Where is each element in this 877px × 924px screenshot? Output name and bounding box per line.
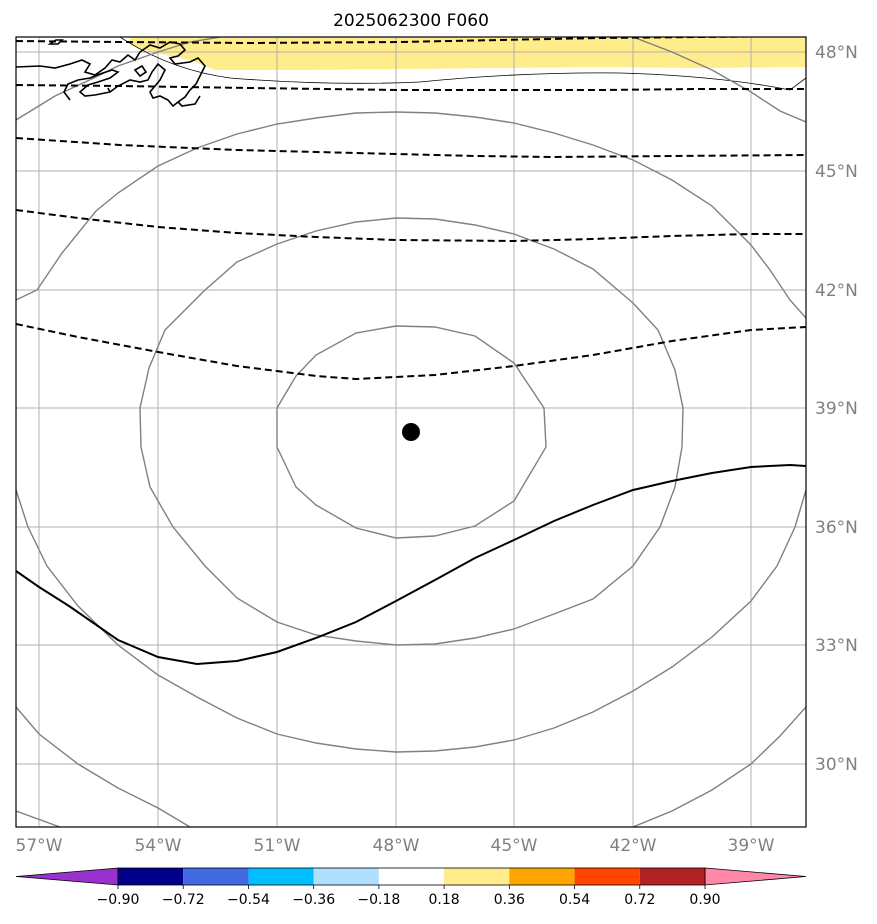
colorbar-frame bbox=[117, 867, 706, 886]
lon-label-54w: 54°W bbox=[135, 836, 182, 856]
colorbar-tick-label: −0.54 bbox=[227, 892, 270, 908]
positive-shade-region bbox=[130, 37, 806, 70]
lon-label-48w: 48°W bbox=[373, 836, 420, 856]
colorbar-tick-label: 0.36 bbox=[494, 892, 525, 908]
lon-label-42w: 42°W bbox=[610, 836, 657, 856]
colorbar-segment bbox=[183, 868, 249, 885]
lat-label-36n: 36°N bbox=[815, 518, 858, 538]
map-area bbox=[16, 37, 806, 827]
contour-ring-3c bbox=[16, 111, 397, 301]
colorbar-tick-label: −0.90 bbox=[97, 892, 140, 908]
colorbar-extend-high bbox=[704, 867, 807, 886]
colorbar-extend-low bbox=[15, 867, 119, 886]
contour-ring-2 bbox=[139, 217, 684, 646]
coastline bbox=[16, 39, 206, 108]
dashed-contour-4 bbox=[16, 209, 806, 243]
dashed-contour-1 bbox=[16, 37, 806, 45]
dashed-contour-3 bbox=[16, 137, 806, 159]
dashed-contour-2 bbox=[16, 84, 806, 91]
contour-ring-4 bbox=[16, 37, 221, 121]
lat-label-48n: 48°N bbox=[815, 43, 858, 63]
dashed-contour-5 bbox=[16, 323, 806, 381]
colorbar-segment bbox=[313, 868, 379, 885]
contour-ring-5 bbox=[16, 810, 61, 827]
colorbar: −0.90 −0.72 −0.54 −0.36 −0.18 0.18 0.36 0.54 0.7… bbox=[15, 867, 807, 908]
colorbar-segment bbox=[639, 868, 705, 885]
lon-label-51w: 51°W bbox=[254, 836, 301, 856]
contour-ring-3b bbox=[16, 489, 806, 753]
colorbar-segment bbox=[378, 868, 445, 885]
contour-ring-4b bbox=[632, 37, 806, 123]
latitude-labels: 48°N 45°N 42°N 39°N 36°N 33°N 30°N bbox=[815, 43, 858, 775]
colorbar-tick-label: −0.18 bbox=[357, 892, 400, 908]
colorbar-segment bbox=[444, 868, 510, 885]
lat-label-42n: 42°N bbox=[815, 281, 858, 301]
storm-center-marker bbox=[402, 423, 420, 441]
colorbar-tick-label: −0.72 bbox=[162, 892, 205, 908]
lon-label-45w: 45°W bbox=[491, 836, 538, 856]
map-frame bbox=[15, 36, 807, 828]
lat-label-45n: 45°N bbox=[815, 162, 858, 182]
gray-contours bbox=[16, 37, 806, 827]
colorbar-tick-label: 0.18 bbox=[429, 892, 460, 908]
colorbar-tick-label: 0.54 bbox=[559, 892, 590, 908]
colorbar-segment bbox=[248, 868, 314, 885]
thin-contour-north bbox=[119, 37, 806, 91]
contour-ring-4c bbox=[632, 706, 806, 827]
colorbar-segment bbox=[574, 868, 640, 885]
colorbar-segment bbox=[509, 868, 575, 885]
lat-label-33n: 33°N bbox=[815, 636, 858, 656]
colorbar-segment bbox=[118, 868, 184, 885]
solid-black-contour bbox=[16, 463, 806, 666]
colorbar-tick-label: −0.36 bbox=[292, 892, 335, 908]
lon-label-57w: 57°W bbox=[16, 836, 63, 856]
contour-ring-3 bbox=[395, 111, 806, 319]
longitude-labels: 57°W 54°W 51°W 48°W 45°W 42°W 39°W bbox=[16, 836, 775, 856]
colorbar-tick-label: 0.90 bbox=[689, 892, 720, 908]
contour-ring-4d bbox=[16, 706, 191, 827]
lat-label-39n: 39°N bbox=[815, 399, 858, 419]
lon-label-39w: 39°W bbox=[728, 836, 775, 856]
contour-ring-1 bbox=[276, 325, 547, 539]
dashed-contours bbox=[16, 37, 806, 381]
lat-label-30n: 30°N bbox=[815, 755, 858, 775]
colorbar-tick-label: 0.72 bbox=[624, 892, 655, 908]
graticule bbox=[16, 37, 806, 827]
map-title: 2025062300 F060 bbox=[333, 11, 489, 31]
